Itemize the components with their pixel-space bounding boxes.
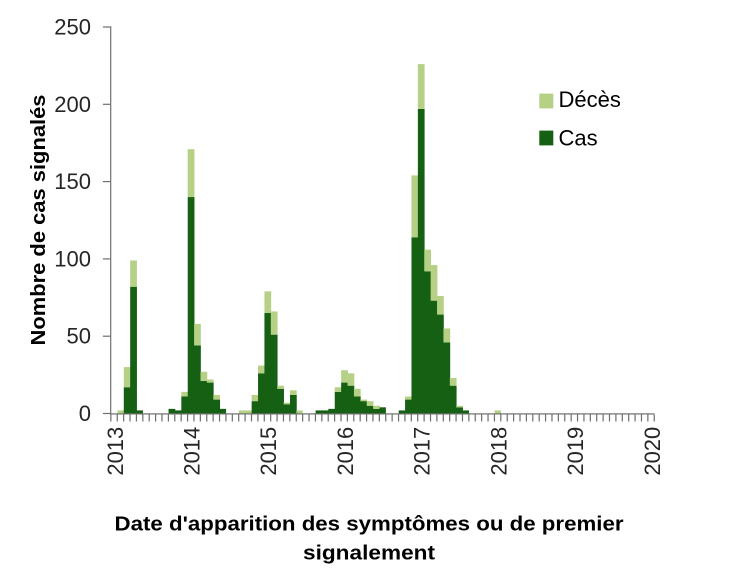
svg-text:2013: 2013 <box>103 427 128 476</box>
svg-text:2016: 2016 <box>333 427 358 476</box>
svg-text:0: 0 <box>79 401 91 426</box>
svg-text:100: 100 <box>54 246 91 271</box>
svg-text:Date d'apparition des symptôme: Date d'apparition des symptômes ou de pr… <box>115 514 624 536</box>
svg-text:2018: 2018 <box>486 427 511 476</box>
svg-text:250: 250 <box>54 15 91 40</box>
svg-text:2014: 2014 <box>180 427 205 476</box>
svg-text:2017: 2017 <box>410 427 435 476</box>
svg-text:2019: 2019 <box>563 427 588 476</box>
svg-text:2020: 2020 <box>640 427 665 476</box>
svg-text:200: 200 <box>54 92 91 117</box>
svg-text:signalement: signalement <box>303 543 435 565</box>
svg-text:Décès: Décès <box>559 87 621 112</box>
svg-text:150: 150 <box>54 169 91 194</box>
svg-text:50: 50 <box>67 324 91 349</box>
svg-text:Cas: Cas <box>559 125 598 150</box>
svg-text:2015: 2015 <box>256 427 281 476</box>
svg-text:Nombre de cas signalés: Nombre de cas signalés <box>28 95 50 346</box>
